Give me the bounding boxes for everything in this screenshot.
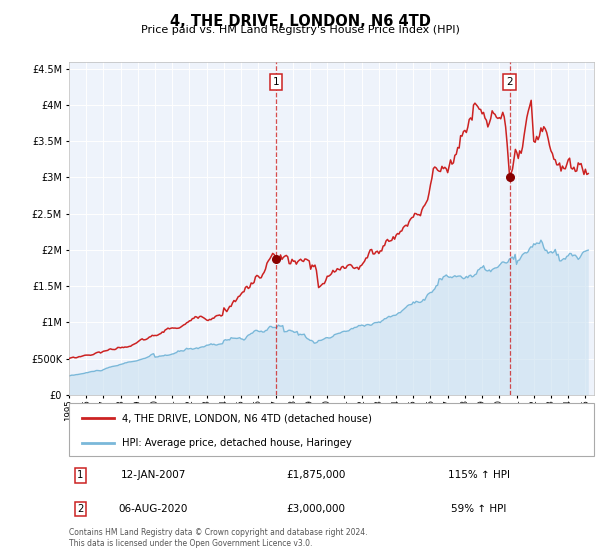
Text: HPI: Average price, detached house, Haringey: HPI: Average price, detached house, Hari… bbox=[121, 438, 351, 448]
Text: Price paid vs. HM Land Registry's House Price Index (HPI): Price paid vs. HM Land Registry's House … bbox=[140, 25, 460, 35]
Text: 115% ↑ HPI: 115% ↑ HPI bbox=[448, 470, 509, 480]
Text: 4, THE DRIVE, LONDON, N6 4TD (detached house): 4, THE DRIVE, LONDON, N6 4TD (detached h… bbox=[121, 413, 371, 423]
Text: 06-AUG-2020: 06-AUG-2020 bbox=[118, 504, 188, 514]
Text: 4, THE DRIVE, LONDON, N6 4TD: 4, THE DRIVE, LONDON, N6 4TD bbox=[170, 14, 430, 29]
FancyBboxPatch shape bbox=[69, 403, 594, 456]
Text: Contains HM Land Registry data © Crown copyright and database right 2024.
This d: Contains HM Land Registry data © Crown c… bbox=[69, 528, 367, 548]
Text: 2: 2 bbox=[77, 504, 84, 514]
Text: £3,000,000: £3,000,000 bbox=[286, 504, 345, 514]
Text: 2: 2 bbox=[506, 77, 513, 87]
Text: 59% ↑ HPI: 59% ↑ HPI bbox=[451, 504, 506, 514]
Text: 1: 1 bbox=[77, 470, 84, 480]
Text: 1: 1 bbox=[273, 77, 280, 87]
Text: £1,875,000: £1,875,000 bbox=[286, 470, 346, 480]
Text: 12-JAN-2007: 12-JAN-2007 bbox=[121, 470, 185, 480]
